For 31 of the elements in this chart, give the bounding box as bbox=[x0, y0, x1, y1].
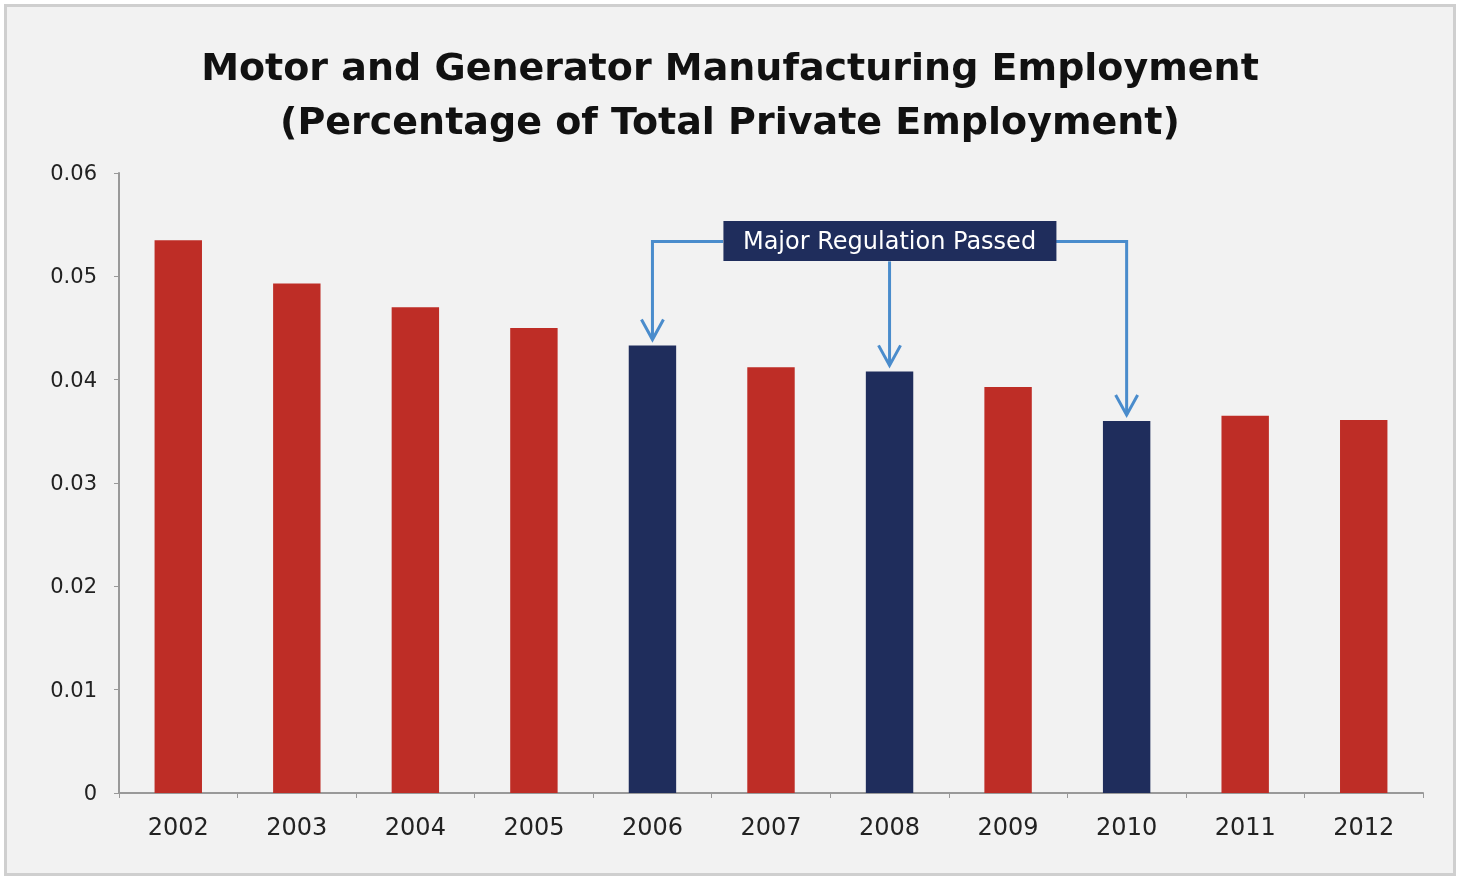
y-tick-label: 0.01 bbox=[50, 677, 97, 702]
bar bbox=[154, 240, 202, 793]
y-tick-label: 0.06 bbox=[50, 161, 97, 185]
x-tick-label: 2009 bbox=[977, 813, 1039, 841]
chart-title: Motor and Generator Manufacturing Employment (Percentage of Total Private Employment) bbox=[201, 45, 1259, 143]
x-tick-label: 2008 bbox=[859, 813, 921, 841]
y-tick-label: 0.02 bbox=[50, 574, 97, 599]
bar bbox=[1340, 419, 1388, 793]
bar bbox=[1102, 421, 1151, 793]
x-tick-label: 2006 bbox=[621, 813, 683, 841]
y-tick-label: 0 bbox=[83, 781, 97, 805]
x-tick-label: 2005 bbox=[503, 813, 565, 841]
x-tick-label: 2004 bbox=[384, 813, 446, 841]
x-tick-label: 2007 bbox=[740, 813, 802, 841]
bar bbox=[391, 307, 440, 793]
bar bbox=[747, 367, 795, 793]
bar bbox=[1221, 415, 1269, 793]
y-tick-label: 0.05 bbox=[50, 264, 97, 289]
y-tick-label: 0.03 bbox=[50, 471, 97, 495]
bar bbox=[984, 386, 1032, 793]
x-tick-label: 2012 bbox=[1333, 813, 1395, 841]
bar bbox=[273, 283, 321, 793]
annotation: Major Regulation Passed bbox=[722, 221, 1057, 262]
x-tick-label: 2010 bbox=[1096, 813, 1158, 841]
x-tick-label: 2002 bbox=[147, 813, 209, 841]
y-tick-label: 0.04 bbox=[50, 367, 97, 392]
bar bbox=[865, 371, 914, 793]
bar bbox=[510, 328, 558, 793]
x-tick-label: 2003 bbox=[266, 813, 328, 841]
bar bbox=[628, 345, 677, 793]
x-tick-label: 2011 bbox=[1214, 813, 1276, 841]
